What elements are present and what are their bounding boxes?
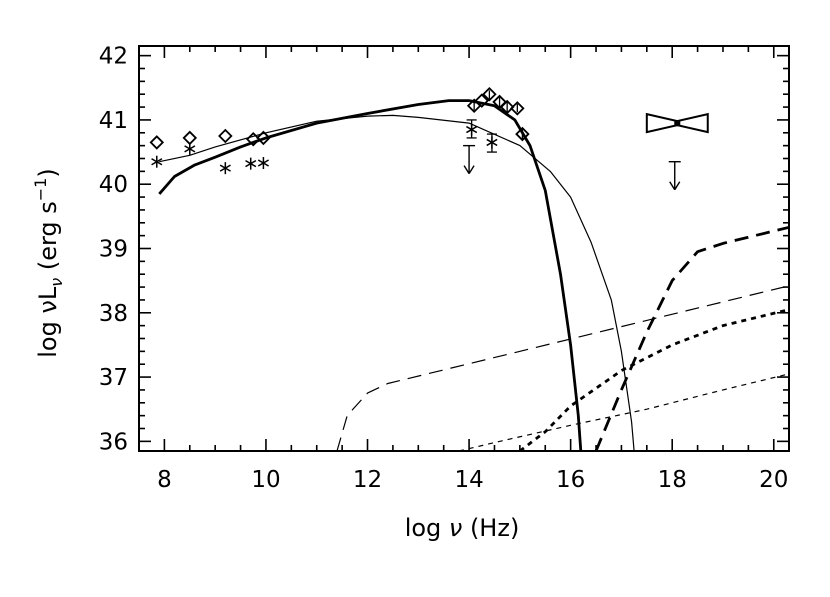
upper-limit-arrow — [463, 144, 476, 175]
asterisk-marker — [257, 157, 269, 169]
tick-labels: 8 10 12 14 16 18 20 36 37 38 39 40 41 42 — [99, 44, 789, 493]
data-markers — [149, 86, 709, 191]
y-tick-label: 42 — [99, 44, 128, 70]
sed-curve-solid-thick — [158, 99, 583, 451]
asterisk-marker — [151, 155, 163, 168]
y-tick-label: 36 — [99, 429, 128, 455]
diamond-marker — [492, 94, 507, 110]
x-tick-label: 20 — [759, 467, 788, 493]
diamond-marker — [510, 101, 525, 116]
diamond-marker — [482, 86, 497, 102]
sed-curve-dashed-thin — [336, 285, 789, 451]
x-tick-label: 12 — [353, 467, 382, 493]
sed-curve-dashed-thick — [594, 225, 789, 451]
x-tick-label: 10 — [251, 467, 280, 493]
asterisk-marker — [184, 142, 196, 155]
diamond-marker — [182, 130, 198, 146]
diamond-marker — [149, 135, 165, 150]
axis-ticks — [139, 46, 789, 451]
plot-border — [138, 45, 790, 452]
y-tick-label: 37 — [99, 365, 128, 391]
asterisk-stroke — [219, 164, 231, 172]
upper-limit-stroke — [463, 165, 470, 175]
y-tick-label: 40 — [99, 172, 128, 198]
asterisk-marker — [219, 162, 231, 175]
bowtie-center — [674, 120, 681, 127]
asterisk-stroke — [184, 145, 196, 153]
y-tick-label: 39 — [99, 237, 128, 263]
asterisk-marker — [245, 157, 257, 170]
y-tick-label: 41 — [99, 108, 128, 134]
plot-frame — [138, 45, 790, 452]
diamond-marker — [256, 130, 271, 146]
asterisk-stroke — [151, 158, 163, 166]
diamond-marker — [474, 93, 490, 108]
y-axis-title: log νLν (erg s−1) — [31, 168, 66, 357]
asterisk-stroke — [257, 159, 269, 167]
asterisk-stroke — [245, 159, 257, 168]
x-tick-label: 8 — [157, 467, 172, 493]
asterisk-stroke — [466, 125, 478, 134]
asterisk-stroke — [486, 138, 498, 147]
x-tick-label: 16 — [556, 467, 585, 493]
diamond-marker — [515, 126, 530, 142]
sed-curve-dotted-thin — [458, 373, 789, 451]
asterisk-marker — [466, 123, 478, 136]
sed-curve-dotted-thick — [519, 308, 789, 451]
diamond-marker — [218, 128, 233, 144]
model-curves — [158, 99, 789, 451]
upper-limit-stroke — [468, 165, 475, 175]
x-axis-title: log ν (Hz) — [405, 514, 520, 542]
diamond-marker — [499, 99, 515, 115]
x-tick-label: 18 — [658, 467, 687, 493]
upper-limit-arrow — [668, 161, 681, 191]
y-tick-label: 38 — [99, 301, 128, 327]
upper-limit-stroke — [669, 181, 676, 191]
upper-limit-stroke — [674, 181, 681, 191]
x-tick-label: 14 — [454, 467, 483, 493]
asterisk-marker — [486, 136, 498, 149]
